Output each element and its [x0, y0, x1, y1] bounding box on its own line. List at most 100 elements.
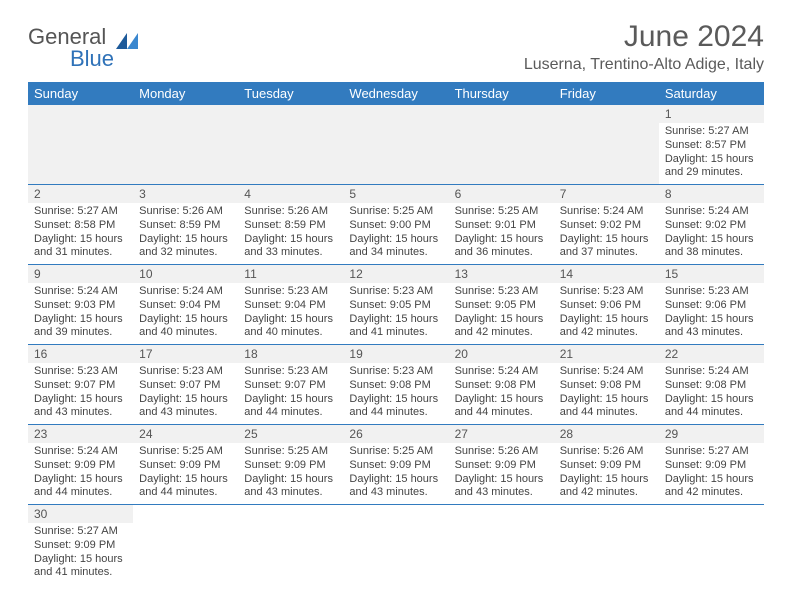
sunset-text: Sunset: 8:59 PM: [139, 219, 232, 233]
cell-body: Sunrise: 5:25 AMSunset: 9:09 PMDaylight:…: [238, 443, 343, 504]
calendar-cell-empty: [449, 505, 554, 585]
cell-body: Sunrise: 5:24 AMSunset: 9:03 PMDaylight:…: [28, 283, 133, 344]
daylight-text: Daylight: 15 hours and 44 minutes.: [244, 393, 337, 421]
cell-body: Sunrise: 5:27 AMSunset: 8:58 PMDaylight:…: [28, 203, 133, 264]
daylight-text: Daylight: 15 hours and 40 minutes.: [244, 313, 337, 341]
daylight-text: Daylight: 15 hours and 44 minutes.: [455, 393, 548, 421]
calendar-cell-empty: [133, 105, 238, 185]
calendar-cell-empty: [554, 105, 659, 185]
day-number: 24: [133, 425, 238, 443]
daylight-text: Daylight: 15 hours and 41 minutes.: [34, 553, 127, 581]
calendar-cell: 16Sunrise: 5:23 AMSunset: 9:07 PMDayligh…: [28, 345, 133, 425]
cell-body: Sunrise: 5:25 AMSunset: 9:09 PMDaylight:…: [133, 443, 238, 504]
daylight-text: Daylight: 15 hours and 29 minutes.: [665, 153, 758, 181]
sunrise-text: Sunrise: 5:25 AM: [139, 445, 232, 459]
daylight-text: Daylight: 15 hours and 36 minutes.: [455, 233, 548, 261]
cell-body: Sunrise: 5:26 AMSunset: 9:09 PMDaylight:…: [449, 443, 554, 504]
sunset-text: Sunset: 9:07 PM: [244, 379, 337, 393]
day-number: 4: [238, 185, 343, 203]
day-number: 18: [238, 345, 343, 363]
calendar-cell-empty: [238, 505, 343, 585]
day-number: 11: [238, 265, 343, 283]
cell-body: Sunrise: 5:25 AMSunset: 9:00 PMDaylight:…: [343, 203, 448, 264]
sunrise-text: Sunrise: 5:26 AM: [455, 445, 548, 459]
daylight-text: Daylight: 15 hours and 42 minutes.: [560, 313, 653, 341]
sunrise-text: Sunrise: 5:25 AM: [244, 445, 337, 459]
calendar-row: 23Sunrise: 5:24 AMSunset: 9:09 PMDayligh…: [28, 425, 764, 505]
cell-body: Sunrise: 5:23 AMSunset: 9:08 PMDaylight:…: [343, 363, 448, 424]
calendar-cell: 15Sunrise: 5:23 AMSunset: 9:06 PMDayligh…: [659, 265, 764, 345]
daylight-text: Daylight: 15 hours and 39 minutes.: [34, 313, 127, 341]
calendar-cell: 9Sunrise: 5:24 AMSunset: 9:03 PMDaylight…: [28, 265, 133, 345]
logo-text-blue: Blue: [70, 46, 114, 71]
calendar-cell: 12Sunrise: 5:23 AMSunset: 9:05 PMDayligh…: [343, 265, 448, 345]
sunset-text: Sunset: 9:09 PM: [349, 459, 442, 473]
calendar-cell-empty: [343, 505, 448, 585]
calendar-cell: 14Sunrise: 5:23 AMSunset: 9:06 PMDayligh…: [554, 265, 659, 345]
daylight-text: Daylight: 15 hours and 43 minutes.: [244, 473, 337, 501]
calendar-table: SundayMondayTuesdayWednesdayThursdayFrid…: [28, 82, 764, 584]
calendar-cell: 29Sunrise: 5:27 AMSunset: 9:09 PMDayligh…: [659, 425, 764, 505]
calendar-cell: 26Sunrise: 5:25 AMSunset: 9:09 PMDayligh…: [343, 425, 448, 505]
sunset-text: Sunset: 9:09 PM: [139, 459, 232, 473]
cell-body: Sunrise: 5:24 AMSunset: 9:08 PMDaylight:…: [554, 363, 659, 424]
daylight-text: Daylight: 15 hours and 43 minutes.: [34, 393, 127, 421]
sunset-text: Sunset: 9:03 PM: [34, 299, 127, 313]
calendar-cell: 20Sunrise: 5:24 AMSunset: 9:08 PMDayligh…: [449, 345, 554, 425]
cell-body: Sunrise: 5:23 AMSunset: 9:05 PMDaylight:…: [343, 283, 448, 344]
sunset-text: Sunset: 9:04 PM: [139, 299, 232, 313]
sunset-text: Sunset: 9:04 PM: [244, 299, 337, 313]
day-number: 6: [449, 185, 554, 203]
calendar-cell: 7Sunrise: 5:24 AMSunset: 9:02 PMDaylight…: [554, 185, 659, 265]
daylight-text: Daylight: 15 hours and 37 minutes.: [560, 233, 653, 261]
day-number: 1: [659, 105, 764, 123]
cell-body: Sunrise: 5:27 AMSunset: 8:57 PMDaylight:…: [659, 123, 764, 184]
daylight-text: Daylight: 15 hours and 44 minutes.: [349, 393, 442, 421]
day-number: 9: [28, 265, 133, 283]
calendar-cell: 24Sunrise: 5:25 AMSunset: 9:09 PMDayligh…: [133, 425, 238, 505]
sunset-text: Sunset: 9:09 PM: [665, 459, 758, 473]
daylight-text: Daylight: 15 hours and 31 minutes.: [34, 233, 127, 261]
sunrise-text: Sunrise: 5:23 AM: [139, 365, 232, 379]
daylight-text: Daylight: 15 hours and 43 minutes.: [455, 473, 548, 501]
calendar-cell: 3Sunrise: 5:26 AMSunset: 8:59 PMDaylight…: [133, 185, 238, 265]
day-number: 17: [133, 345, 238, 363]
daylight-text: Daylight: 15 hours and 40 minutes.: [139, 313, 232, 341]
cell-body: Sunrise: 5:26 AMSunset: 8:59 PMDaylight:…: [133, 203, 238, 264]
sunrise-text: Sunrise: 5:23 AM: [244, 365, 337, 379]
sunrise-text: Sunrise: 5:24 AM: [455, 365, 548, 379]
header: General Blue June 2024 Luserna, Trentino…: [28, 20, 764, 74]
calendar-cell: 6Sunrise: 5:25 AMSunset: 9:01 PMDaylight…: [449, 185, 554, 265]
sunrise-text: Sunrise: 5:24 AM: [560, 205, 653, 219]
cell-body: Sunrise: 5:23 AMSunset: 9:06 PMDaylight:…: [554, 283, 659, 344]
sunrise-text: Sunrise: 5:27 AM: [34, 525, 127, 539]
day-number: 2: [28, 185, 133, 203]
sunrise-text: Sunrise: 5:24 AM: [34, 285, 127, 299]
calendar-cell: 13Sunrise: 5:23 AMSunset: 9:05 PMDayligh…: [449, 265, 554, 345]
sunrise-text: Sunrise: 5:23 AM: [349, 365, 442, 379]
weekday-header: Thursday: [449, 82, 554, 105]
cell-body: Sunrise: 5:27 AMSunset: 9:09 PMDaylight:…: [659, 443, 764, 504]
daylight-text: Daylight: 15 hours and 32 minutes.: [139, 233, 232, 261]
calendar-cell: 2Sunrise: 5:27 AMSunset: 8:58 PMDaylight…: [28, 185, 133, 265]
sunrise-text: Sunrise: 5:24 AM: [560, 365, 653, 379]
location: Luserna, Trentino-Alto Adige, Italy: [524, 56, 764, 74]
calendar-cell-empty: [449, 105, 554, 185]
sunset-text: Sunset: 9:00 PM: [349, 219, 442, 233]
calendar-row: 30Sunrise: 5:27 AMSunset: 9:09 PMDayligh…: [28, 505, 764, 585]
cell-body: Sunrise: 5:23 AMSunset: 9:05 PMDaylight:…: [449, 283, 554, 344]
calendar-cell: 27Sunrise: 5:26 AMSunset: 9:09 PMDayligh…: [449, 425, 554, 505]
calendar-cell: 21Sunrise: 5:24 AMSunset: 9:08 PMDayligh…: [554, 345, 659, 425]
cell-body: Sunrise: 5:24 AMSunset: 9:02 PMDaylight:…: [659, 203, 764, 264]
cell-body: Sunrise: 5:24 AMSunset: 9:08 PMDaylight:…: [449, 363, 554, 424]
calendar-cell: 23Sunrise: 5:24 AMSunset: 9:09 PMDayligh…: [28, 425, 133, 505]
day-number: 3: [133, 185, 238, 203]
calendar-cell: 4Sunrise: 5:26 AMSunset: 8:59 PMDaylight…: [238, 185, 343, 265]
weekday-header: Wednesday: [343, 82, 448, 105]
daylight-text: Daylight: 15 hours and 44 minutes.: [560, 393, 653, 421]
daylight-text: Daylight: 15 hours and 33 minutes.: [244, 233, 337, 261]
calendar-cell: 17Sunrise: 5:23 AMSunset: 9:07 PMDayligh…: [133, 345, 238, 425]
cell-body: Sunrise: 5:24 AMSunset: 9:08 PMDaylight:…: [659, 363, 764, 424]
sunrise-text: Sunrise: 5:23 AM: [665, 285, 758, 299]
cell-body: Sunrise: 5:26 AMSunset: 8:59 PMDaylight:…: [238, 203, 343, 264]
